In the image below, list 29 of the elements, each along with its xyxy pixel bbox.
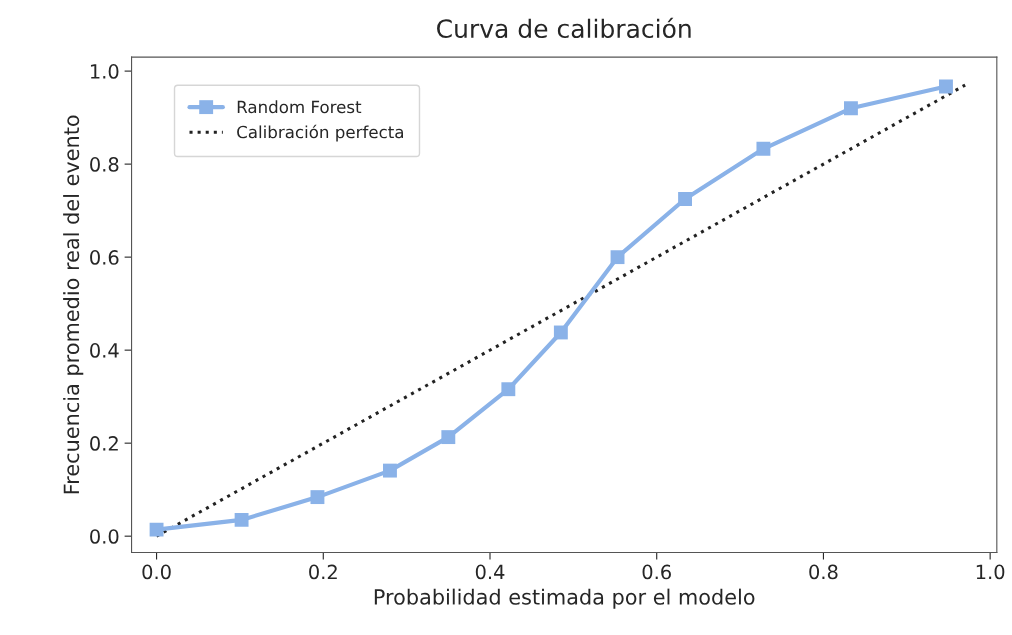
y-tick-label: 0.2	[90, 436, 118, 451]
point	[310, 490, 325, 505]
point	[234, 512, 249, 527]
point	[678, 192, 692, 206]
point	[939, 79, 953, 94]
x-tick-label: 0.8	[809, 564, 838, 580]
point	[383, 463, 397, 478]
x-tick-label: 0.0	[142, 564, 171, 580]
y-tick-label: 0.4	[90, 343, 119, 358]
y-axis-title: Frecuencia promedio real del evento	[63, 115, 84, 494]
point	[756, 141, 771, 156]
y-tick-label: 0.0	[90, 529, 119, 544]
point	[553, 325, 568, 340]
x-tick-label: 0.2	[309, 564, 337, 580]
point	[610, 250, 625, 265]
point	[501, 382, 516, 397]
y-tick-label: 0.8	[90, 157, 119, 172]
point	[441, 430, 456, 445]
x-tick-label: 0.4	[475, 564, 505, 580]
x-tick-label: 0.6	[642, 564, 671, 580]
legend-label: Random Forest	[237, 100, 362, 114]
y-tick-label: 1.0	[90, 64, 119, 79]
legend-label: Calibración perfecta	[237, 124, 403, 142]
point	[149, 522, 164, 537]
y-tick-label: 0.6	[90, 250, 119, 265]
x-tick-label: 1.0	[976, 564, 1005, 580]
point	[844, 101, 858, 116]
x-axis-title: Probabilidad estimada por el modelo	[374, 588, 755, 609]
chart-title: Curva de calibración	[437, 17, 691, 39]
